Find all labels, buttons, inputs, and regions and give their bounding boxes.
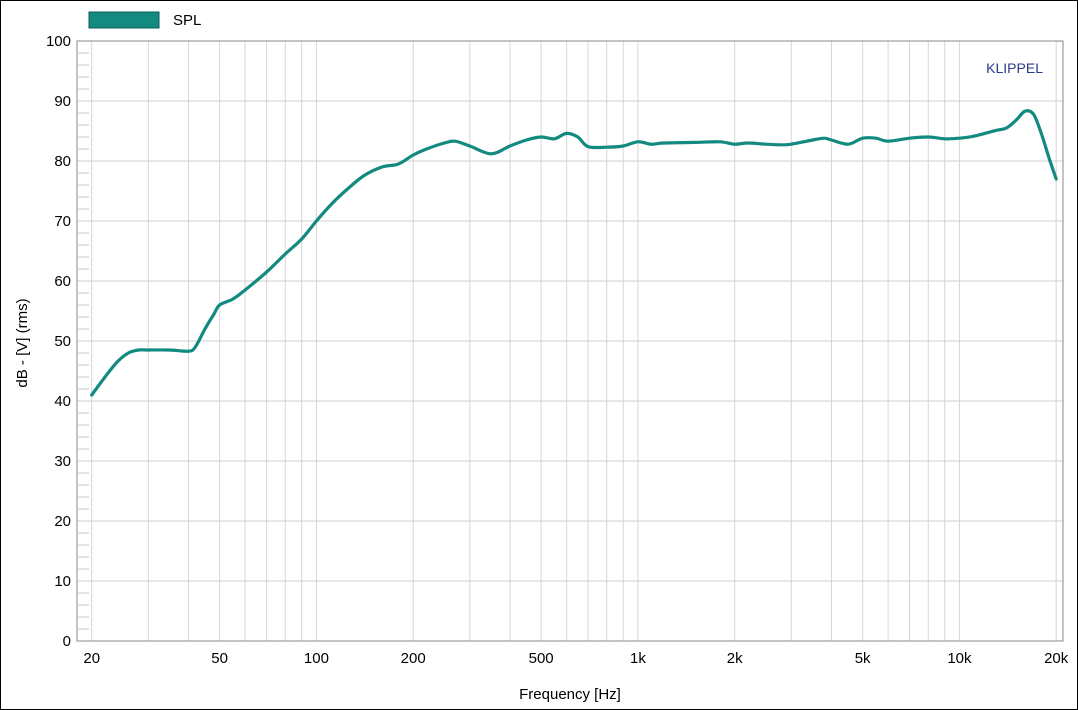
y-tick-label: 30: [54, 453, 71, 470]
x-tick-label: 1k: [630, 650, 646, 667]
legend: SPL: [88, 11, 201, 29]
x-tick-label: 20: [83, 650, 100, 667]
y-axis-label: dB - [V] (rms): [14, 298, 31, 387]
y-tick-label: 60: [54, 273, 71, 290]
major-gridlines: [77, 40, 1063, 642]
y-tick-label: 80: [54, 153, 71, 170]
y-tick-label: 10: [54, 573, 71, 590]
x-tick-label: 2k: [727, 650, 743, 667]
legend-swatch-spl: [88, 11, 160, 29]
series-line-spl: [90, 109, 1058, 397]
y-tick-label: 50: [54, 333, 71, 350]
x-tick-label: 100: [304, 650, 329, 667]
x-tick-label: 5k: [855, 650, 871, 667]
x-axis-label: Frequency [Hz]: [519, 686, 621, 703]
y-tick-label: 40: [54, 393, 71, 410]
x-tick-label: 10k: [947, 650, 972, 667]
y-tick-label: 100: [46, 33, 71, 50]
x-tick-labels: 20 50 100 200 500 1k 2k 5k 10k 20k: [83, 650, 1068, 667]
y-tick-label: 0: [63, 633, 71, 650]
x-tick-label: 50: [211, 650, 228, 667]
y-tick-label: 20: [54, 513, 71, 530]
y-tick-label: 70: [54, 213, 71, 230]
y-tick-labels: 0 10 20 30 40 50 60 70 80 90 100: [46, 33, 71, 650]
legend-label-spl: SPL: [173, 12, 201, 29]
x-tick-label: 20k: [1044, 650, 1069, 667]
series-layer: [90, 109, 1058, 397]
plot-area: [76, 40, 1064, 642]
y-minor-ticks: [77, 52, 89, 630]
y-tick-label: 90: [54, 93, 71, 110]
x-tick-label: 200: [401, 650, 426, 667]
x-tick-label: 500: [529, 650, 554, 667]
brand-label: KLIPPEL: [986, 60, 1043, 76]
